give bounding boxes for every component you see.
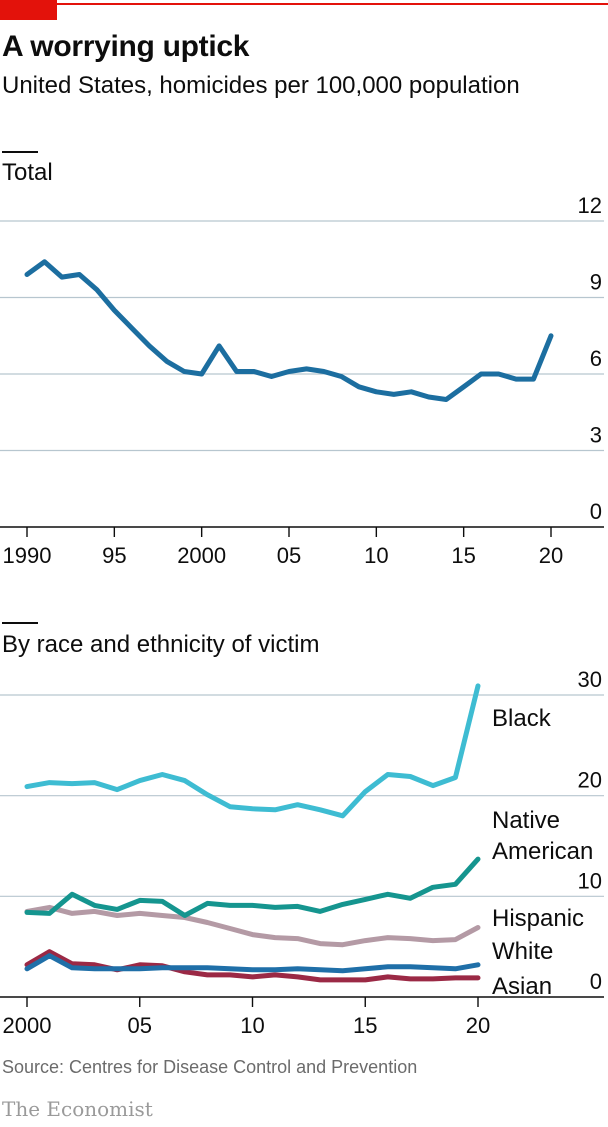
y-tick-label: 10 — [578, 868, 602, 893]
series-label-black: Black — [492, 705, 552, 732]
x-tick-label: 10 — [364, 543, 388, 568]
y-tick-label: 12 — [578, 193, 602, 218]
series-line-black — [24, 683, 481, 819]
x-tick-label: 20 — [539, 543, 563, 568]
y-tick-label: 3 — [590, 423, 602, 448]
x-tick-label: 10 — [240, 1013, 264, 1038]
chart-headline: A worrying uptick — [2, 30, 250, 63]
section-rule-total — [2, 151, 38, 153]
x-tick-label: 15 — [451, 543, 475, 568]
x-tick-label: 20 — [466, 1013, 490, 1038]
publisher-logo: The Economist — [2, 1097, 153, 1121]
y-tick-label: 9 — [590, 270, 602, 295]
x-tick-label: 05 — [277, 543, 301, 568]
y-tick-label: 0 — [590, 499, 602, 524]
series-line-total — [24, 259, 554, 402]
x-tick-label: 05 — [128, 1013, 152, 1038]
y-tick-label: 0 — [590, 969, 602, 994]
series-label-native-american: Native — [492, 807, 560, 834]
x-tick-label: 95 — [102, 543, 126, 568]
y-tick-label: 6 — [590, 346, 602, 371]
chart-subtitle: United States, homicides per 100,000 pop… — [2, 72, 520, 99]
series-label-native-american: American — [492, 838, 593, 865]
x-tick-label: 2000 — [3, 1013, 52, 1038]
x-tick-label: 15 — [353, 1013, 377, 1038]
section-rule-race — [2, 622, 38, 624]
series-label-white: White — [492, 938, 553, 965]
source-note: Source: Centres for Disease Control and … — [2, 1057, 418, 1077]
series-label-hispanic: Hispanic — [492, 905, 584, 932]
panel-title-race: By race and ethnicity of victim — [2, 631, 320, 658]
panel-title-total: Total — [2, 159, 53, 186]
series-line-native-american — [24, 856, 481, 918]
total-homicide-line-chart: 12 9 6 3 0 1990 95 2000 05 10 15 20 — [0, 193, 604, 568]
race-homicide-line-chart: 30 20 10 0 2000 05 10 15 20 Black Native American Hi… — [0, 667, 604, 1038]
series-line-white — [24, 953, 481, 974]
series-line-hispanic — [24, 904, 481, 948]
series-label-asian: Asian — [492, 973, 552, 1000]
accent-tag — [0, 0, 57, 20]
y-tick-label: 30 — [578, 667, 602, 692]
accent-rule — [0, 3, 608, 5]
y-tick-label: 20 — [578, 768, 602, 793]
x-tick-label: 1990 — [3, 543, 52, 568]
x-tick-label: 2000 — [177, 543, 226, 568]
